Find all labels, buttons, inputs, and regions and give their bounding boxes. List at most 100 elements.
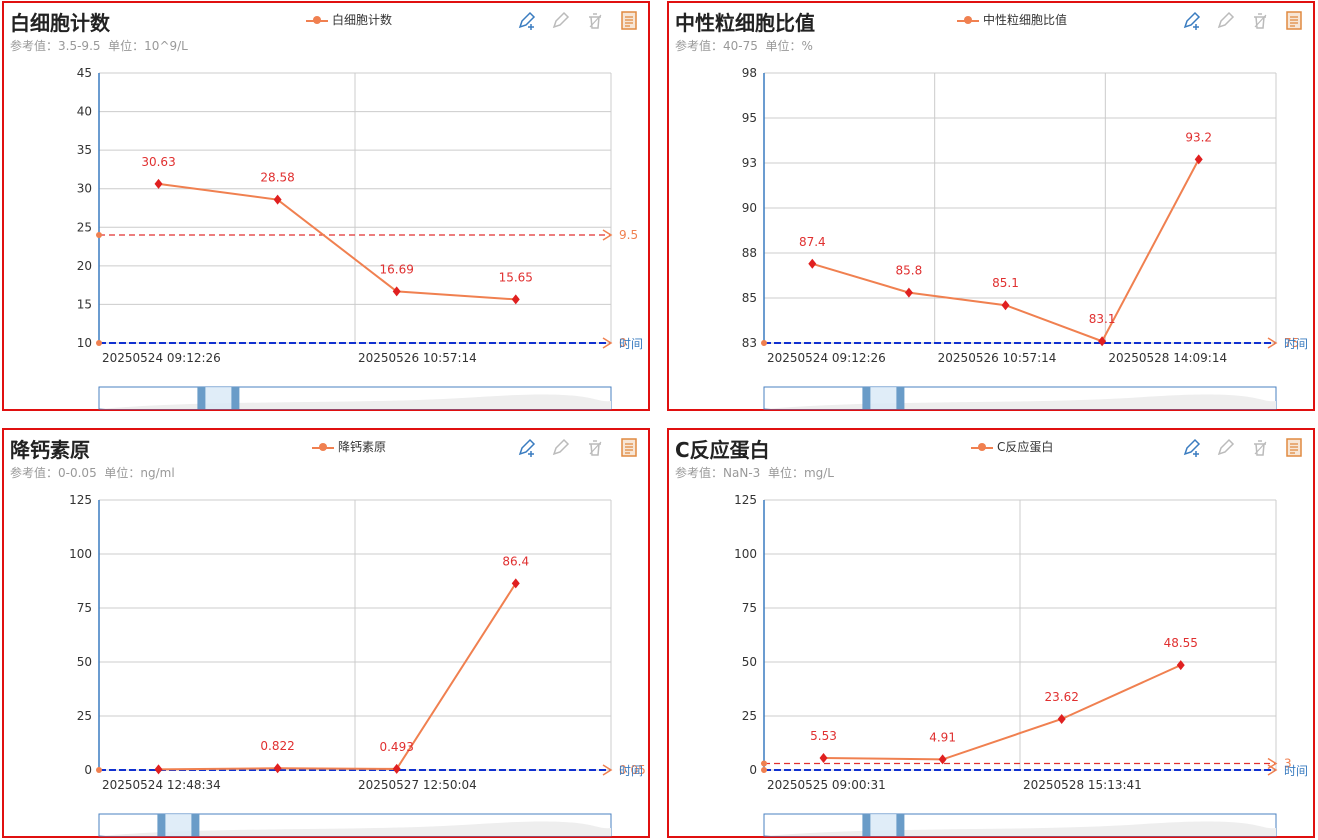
x-tick-label: 20250524 12:48:34	[102, 778, 221, 792]
baseline-start-dot	[761, 340, 767, 346]
y-tick-label: 125	[69, 493, 92, 507]
edit-plus-icon[interactable]	[516, 9, 538, 31]
reference-end-label: 3	[1284, 757, 1292, 771]
x-axis-name: 时间	[1284, 337, 1308, 351]
range-window	[866, 814, 901, 836]
range-handle-right[interactable]	[896, 814, 905, 836]
chart-panel-neutrophil-ratio: 中性粒细胞比值 参考值：40-75 单位：% 中性粒细胞比值 98 95 93 90 8…	[667, 1, 1315, 411]
clear-icon[interactable]	[584, 436, 606, 458]
legend-item[interactable]: 降钙素原	[312, 438, 386, 455]
baseline-end-label: 75	[1284, 336, 1299, 350]
edit-icon[interactable]	[1215, 436, 1237, 458]
data-point	[1057, 713, 1066, 724]
edit-icon[interactable]	[550, 9, 572, 31]
y-tick-label: 90	[742, 201, 757, 215]
y-tick-label: 0	[84, 763, 92, 777]
panel-title: 降钙素原	[10, 438, 90, 462]
y-tick-label: 25	[77, 709, 92, 723]
report-icon[interactable]	[618, 9, 640, 31]
reference-start-dot	[761, 760, 767, 767]
legend-item[interactable]: 白细胞计数	[306, 11, 392, 28]
series-line	[823, 664, 1182, 761]
y-tick-label: 95	[742, 111, 757, 125]
edit-plus-icon[interactable]	[516, 436, 538, 458]
y-tick-label: 100	[69, 547, 92, 561]
y-tick-label: 45	[77, 66, 92, 80]
panel-title: 白细胞计数	[10, 11, 110, 35]
baseline-arrow	[602, 337, 613, 349]
data-point	[1194, 154, 1203, 165]
range-handle-left[interactable]	[862, 814, 871, 836]
baseline-end-label: 0	[619, 336, 627, 350]
range-handle-right[interactable]	[191, 814, 200, 836]
report-icon[interactable]	[1283, 436, 1305, 458]
data-point	[819, 753, 828, 764]
y-tick-label: 50	[742, 655, 757, 669]
x-tick-label: 20250524 09:12:26	[767, 351, 886, 365]
data-point	[1098, 336, 1107, 347]
edit-plus-icon[interactable]	[1181, 436, 1203, 458]
y-tick-label: 30	[77, 182, 92, 196]
data-label: 83.1	[1089, 312, 1116, 326]
x-tick-label: 20250525 09:00:31	[767, 778, 886, 792]
chart-panel-c-reactive-protein: C反应蛋白 参考值：NaN-3 单位：mg/L C反应蛋白 125 100 75 50…	[667, 428, 1315, 838]
data-label: 16.69	[379, 262, 413, 276]
toolbox	[516, 434, 640, 460]
x-tick-label: 20250526 10:57:14	[358, 351, 477, 365]
range-handle-left[interactable]	[197, 387, 206, 409]
series-line	[158, 182, 516, 301]
baseline-start-dot	[761, 767, 767, 773]
y-tick-label: 0	[749, 763, 757, 777]
data-label: 48.55	[1164, 636, 1198, 650]
range-handle-right[interactable]	[231, 387, 240, 409]
y-tick-label: 83	[742, 336, 757, 350]
baseline-arrow	[1267, 337, 1278, 349]
x-tick-label: 20250528 14:09:14	[1108, 351, 1227, 365]
range-handle-left[interactable]	[157, 814, 166, 836]
data-label: 85.8	[896, 264, 923, 278]
y-tick-label: 93	[742, 156, 757, 170]
reference-info: 参考值：40-75 单位：%	[675, 39, 813, 53]
range-window	[201, 387, 236, 409]
range-handle-left[interactable]	[862, 387, 871, 409]
data-label: 15.65	[499, 270, 533, 284]
edit-icon[interactable]	[550, 436, 572, 458]
data-point	[938, 754, 947, 765]
y-tick-label: 75	[77, 601, 92, 615]
data-point	[808, 258, 817, 269]
range-handle-right[interactable]	[896, 387, 905, 409]
data-label: 87.4	[799, 235, 826, 249]
edit-plus-icon[interactable]	[1181, 9, 1203, 31]
data-label: 5.53	[810, 729, 837, 743]
reference-start-dot	[96, 232, 102, 238]
clear-icon[interactable]	[1249, 9, 1271, 31]
data-label: 4.91	[929, 730, 956, 744]
report-icon[interactable]	[618, 436, 640, 458]
series-line	[812, 158, 1200, 343]
reference-arrow	[602, 229, 613, 241]
baseline-end-label: 0.05	[619, 763, 646, 777]
data-label: 30.63	[141, 155, 175, 169]
data-point	[154, 178, 163, 189]
data-point	[1176, 660, 1185, 671]
data-label: 0.822	[260, 739, 294, 753]
report-icon[interactable]	[1283, 9, 1305, 31]
y-tick-label: 85	[742, 291, 757, 305]
chart-panel-procalcitonin: 降钙素原 参考值：0-0.05 单位：ng/ml 降钙素原 125 100 75 50…	[2, 428, 650, 838]
data-point	[392, 763, 401, 774]
legend-item[interactable]: 中性粒细胞比值	[957, 11, 1067, 28]
clear-icon[interactable]	[584, 9, 606, 31]
chart-panel-wbc: 白细胞计数 参考值：3.5-9.5 单位：10^9/L 白细胞计数 45 40 35…	[2, 1, 650, 411]
toolbox	[1181, 434, 1305, 460]
y-tick-label: 35	[77, 143, 92, 157]
data-point	[273, 763, 282, 774]
clear-icon[interactable]	[1249, 436, 1271, 458]
edit-icon[interactable]	[1215, 9, 1237, 31]
data-point	[273, 194, 282, 205]
baseline-start-dot	[96, 340, 102, 346]
legend-item[interactable]: C反应蛋白	[971, 438, 1053, 455]
baseline-arrow	[602, 764, 613, 776]
baseline-arrow	[1267, 764, 1278, 776]
x-axis-name: 时间	[619, 764, 643, 778]
x-tick-label: 20250526 10:57:14	[938, 351, 1057, 365]
